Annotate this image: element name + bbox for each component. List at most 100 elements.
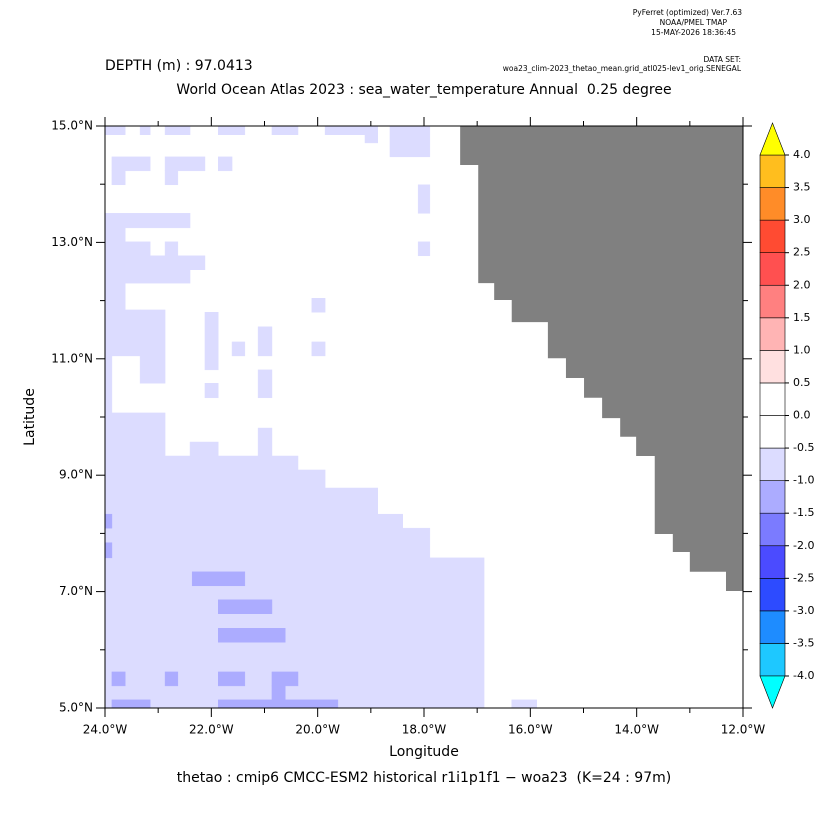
colorbar-box xyxy=(759,382,786,416)
cell xyxy=(364,125,378,144)
cell xyxy=(104,542,113,559)
cell xyxy=(164,671,179,687)
x-tick-label: 20.0°W xyxy=(295,723,340,737)
cell xyxy=(104,213,191,229)
cell xyxy=(271,125,299,135)
cell xyxy=(104,487,378,515)
depth-label: DEPTH (m) : 97.0413 xyxy=(105,58,253,74)
colorbar-label: -1.0 xyxy=(793,474,814,487)
cell xyxy=(139,125,151,135)
cell xyxy=(324,125,366,135)
colorbar-under xyxy=(759,675,786,709)
dataset: woa23_clim-2023_thetao_mean.grid_atl025-… xyxy=(503,64,742,73)
colorbar-label: -2.5 xyxy=(793,571,814,584)
cell xyxy=(217,599,273,614)
cell xyxy=(104,309,113,414)
chart-title: World Ocean Atlas 2023 : sea_water_tempe… xyxy=(176,82,671,98)
colorbar-label: -4.0 xyxy=(793,669,814,682)
cell xyxy=(271,685,286,701)
cell xyxy=(164,170,179,186)
x-tick-label: 12.0°W xyxy=(721,723,766,737)
cell xyxy=(104,282,126,311)
cell xyxy=(189,441,219,457)
colorbar-over xyxy=(759,122,786,156)
cell xyxy=(217,699,339,709)
cell xyxy=(311,341,326,357)
cell xyxy=(104,513,403,529)
cell xyxy=(164,125,191,135)
cell xyxy=(511,699,537,709)
colorbar-label: -3.5 xyxy=(793,636,814,649)
colorbar-label: 1.5 xyxy=(793,311,811,324)
cell xyxy=(124,241,151,257)
cell xyxy=(104,412,166,457)
cell xyxy=(191,571,246,587)
caption: thetao : cmip6 CMCC-ESM2 historical r1i1… xyxy=(177,770,671,786)
y-tick-label: 5.0°N xyxy=(59,701,93,715)
y-tick-label: 13.0°N xyxy=(51,235,93,249)
colorbar-box xyxy=(759,578,786,612)
colorbar-label: 1.0 xyxy=(793,343,811,356)
cell xyxy=(257,326,273,357)
y-axis-label: Latitude xyxy=(22,388,38,446)
cell xyxy=(164,156,206,172)
colorbar-label: 0.5 xyxy=(793,376,811,389)
timestamp: 15-MAY-2026 18:36:45 xyxy=(651,28,736,37)
colorbar-label: 2.0 xyxy=(793,278,811,291)
cell xyxy=(389,125,431,158)
colorbar-box xyxy=(759,512,786,547)
cell xyxy=(104,125,126,135)
cell xyxy=(204,382,219,399)
colorbar-box xyxy=(759,219,786,253)
y-tick-label: 11.0°N xyxy=(51,351,93,365)
y-tick-label: 9.0°N xyxy=(59,468,93,482)
x-axis-label: Longitude xyxy=(389,744,459,760)
cell xyxy=(111,699,151,709)
colorbar-label: -2.0 xyxy=(793,539,814,552)
colorbar-box xyxy=(759,415,786,449)
dataset-label: DATA SET: xyxy=(704,55,742,64)
cell xyxy=(104,455,299,471)
cell xyxy=(417,241,431,257)
x-tick-label: 14.0°W xyxy=(614,723,659,737)
cell xyxy=(417,184,431,214)
cell xyxy=(104,527,431,559)
cell xyxy=(257,369,273,399)
colorbar-label: 2.5 xyxy=(793,246,811,259)
colorbar-label: -1.5 xyxy=(793,506,814,519)
colorbar-box xyxy=(759,480,786,514)
colorbar-label: -3.0 xyxy=(793,604,814,617)
colorbar-label: 3.5 xyxy=(793,181,811,194)
cell xyxy=(104,255,206,271)
colorbar-box xyxy=(759,317,786,351)
land-mask xyxy=(460,126,743,592)
x-tick-label: 24.0°W xyxy=(83,723,128,737)
cell xyxy=(104,227,126,257)
software: PyFerret (optimized) Ver.7.63 xyxy=(633,8,742,17)
x-tick-label: 18.0°W xyxy=(402,723,447,737)
colorbar-box xyxy=(759,154,786,188)
colorbar-box xyxy=(759,252,786,286)
cell xyxy=(204,311,219,371)
colorbar-label: -0.5 xyxy=(793,441,814,454)
cell xyxy=(139,309,166,384)
colorbar-box xyxy=(759,284,786,319)
cell xyxy=(111,309,141,357)
x-tick-label: 22.0°W xyxy=(189,723,234,737)
cell xyxy=(111,156,151,172)
cell xyxy=(257,427,273,457)
cell xyxy=(217,156,233,172)
cell xyxy=(104,269,191,284)
cell xyxy=(311,298,326,313)
cell xyxy=(111,671,126,687)
cell xyxy=(271,671,299,687)
colorbar-box xyxy=(759,643,786,677)
cell xyxy=(164,241,179,257)
colorbar-box xyxy=(759,447,786,481)
colorbar-label: 4.0 xyxy=(793,148,811,161)
organization: NOAA/PMEL TMAP xyxy=(660,18,728,27)
y-tick-label: 7.0°N xyxy=(59,584,93,598)
cell xyxy=(217,671,246,687)
cell xyxy=(111,170,126,186)
